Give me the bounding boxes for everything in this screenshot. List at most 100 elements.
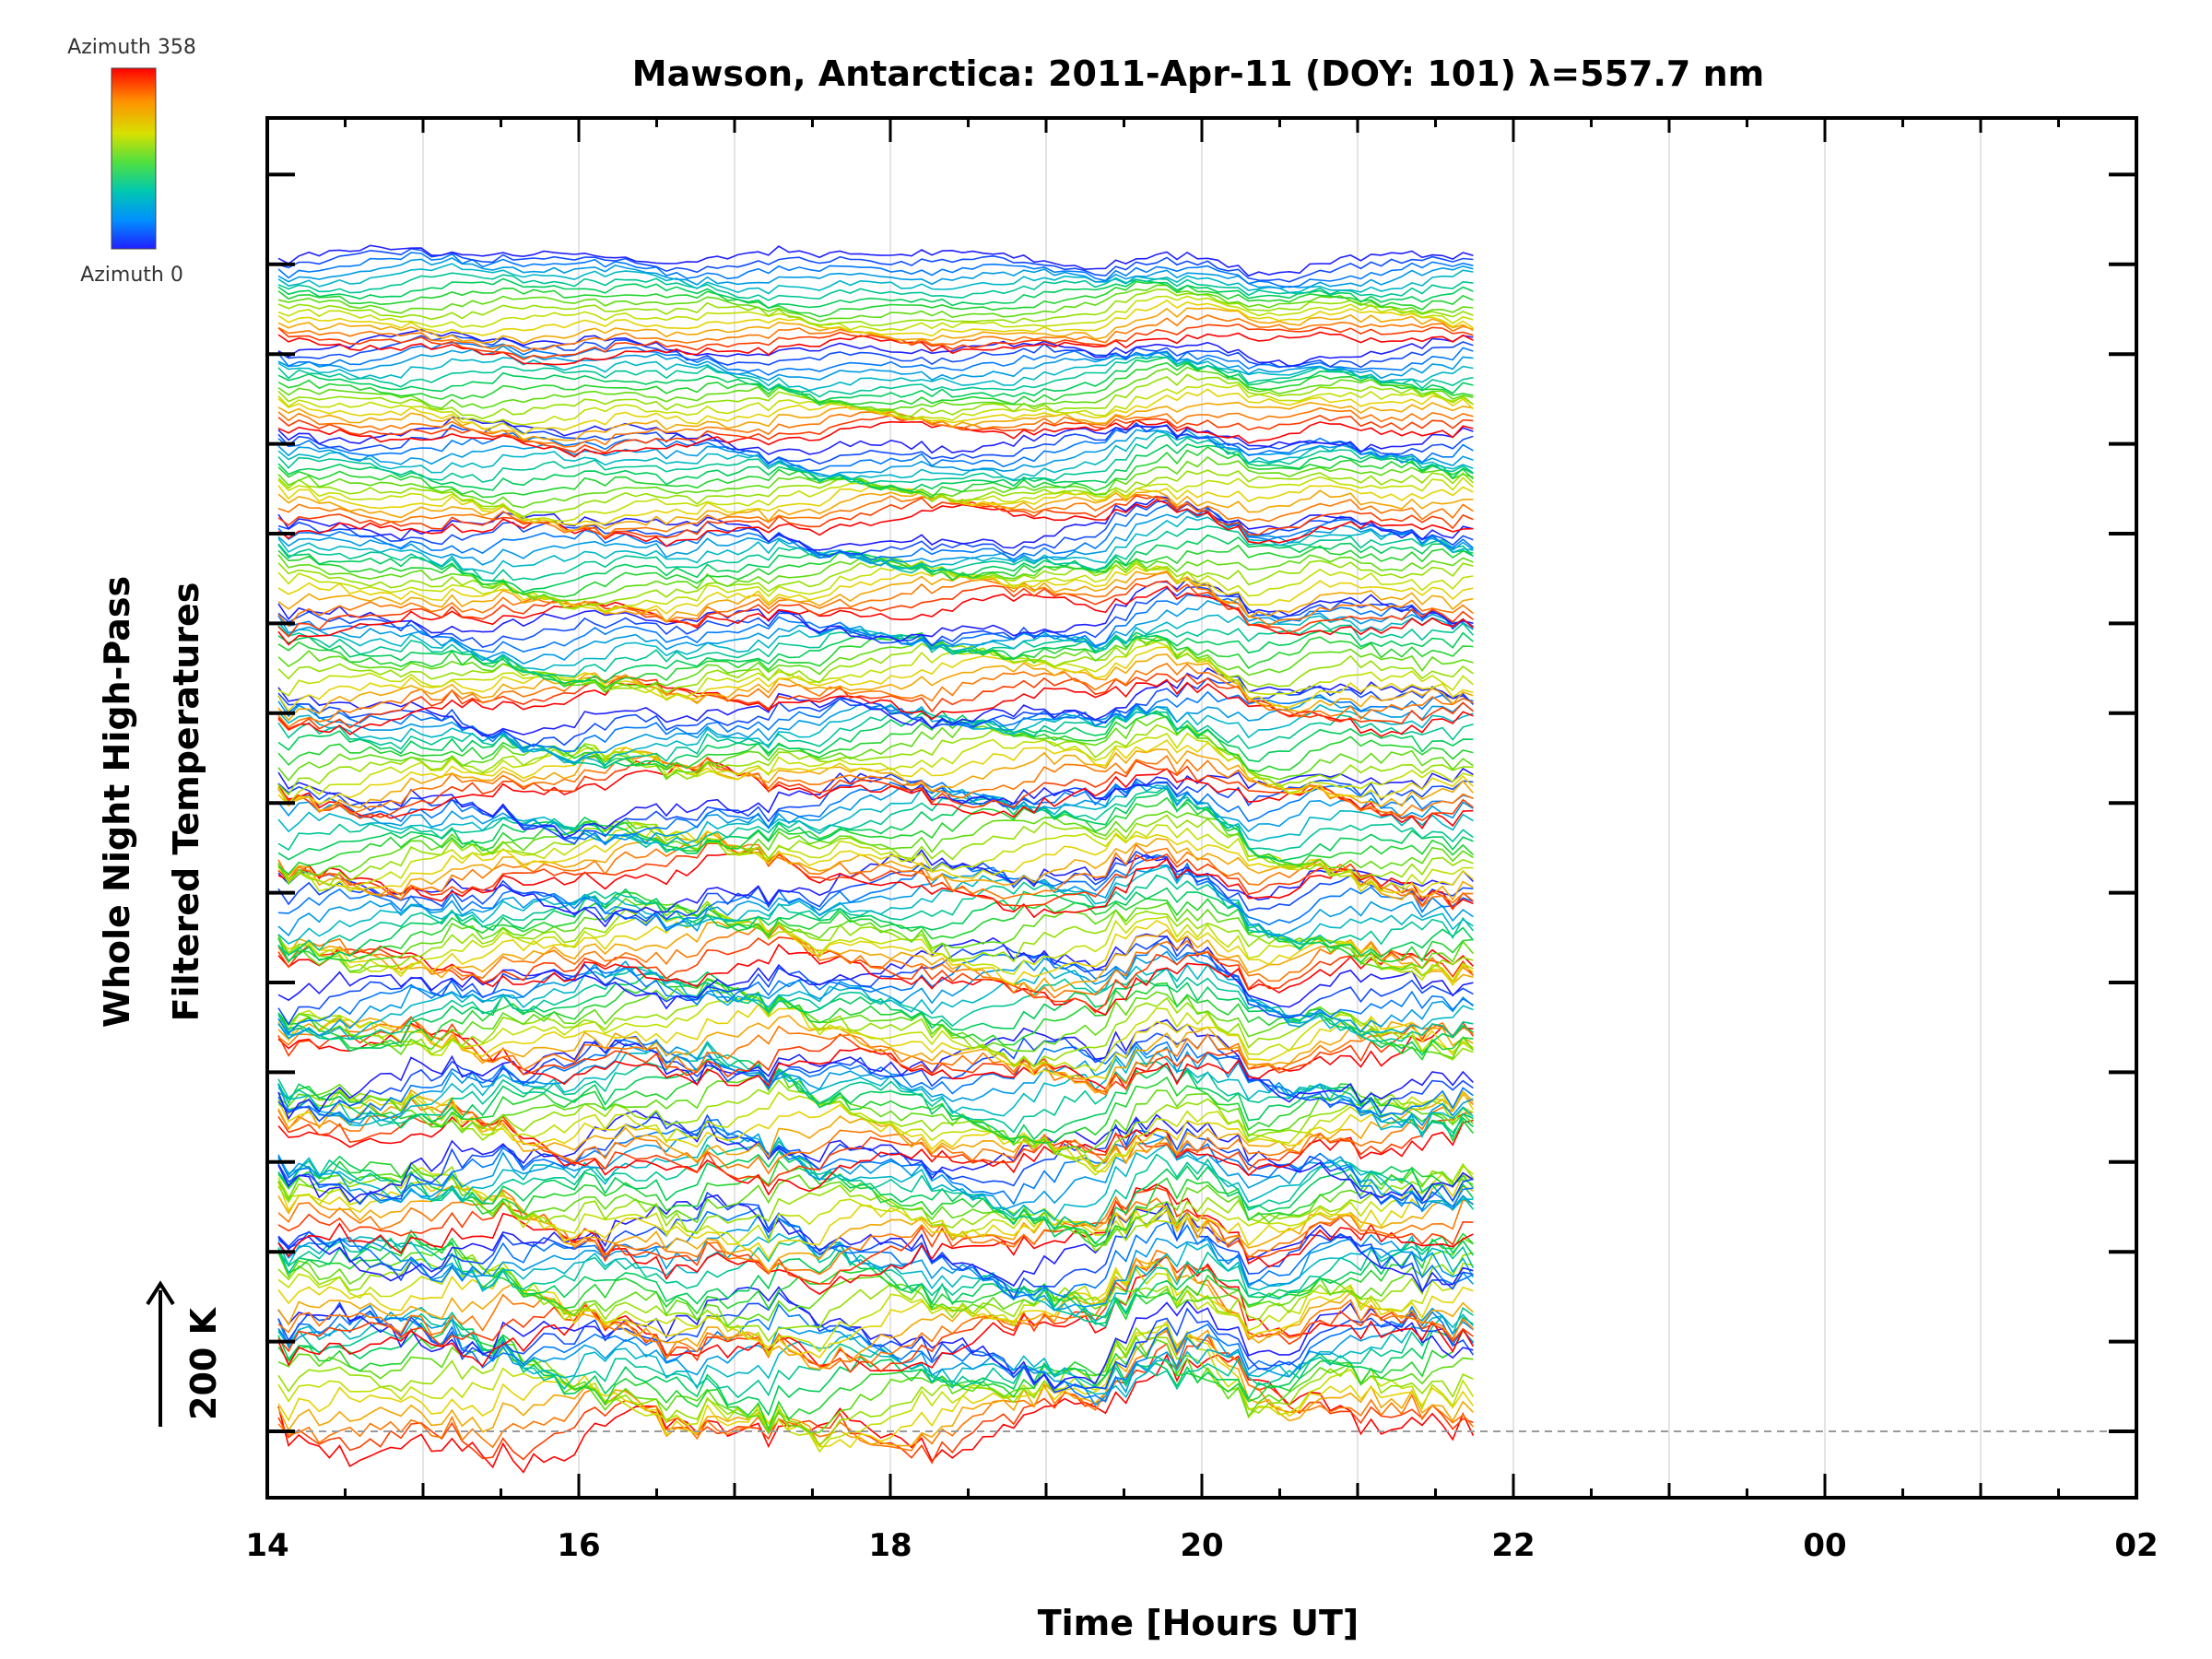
temperature-trace (277, 1324, 1475, 1453)
temperature-trace (277, 754, 1474, 817)
temperature-trace (277, 900, 1474, 977)
temperature-trace (277, 1150, 1475, 1245)
x-tick-label: 02 (2114, 1527, 2158, 1564)
temperature-trace (277, 853, 1474, 932)
temperature-trace (277, 356, 1474, 398)
temperature-trace (277, 864, 1474, 937)
temperature-trace (277, 710, 1474, 772)
temperature-trace (277, 503, 1474, 561)
temperature-trace (277, 509, 1474, 567)
temperature-trace (277, 1092, 1474, 1175)
temperature-trace (277, 559, 1474, 613)
temperature-trace (277, 842, 1474, 912)
temperature-trace (277, 784, 1474, 844)
temperature-trace (277, 1329, 1474, 1431)
temperature-trace (277, 1320, 1475, 1449)
temperature-trace (277, 495, 1474, 539)
temperature-trace (277, 1335, 1474, 1465)
temperature-trace (277, 1261, 1474, 1357)
temperature-trace (277, 677, 1474, 747)
temperature-trace (277, 784, 1474, 853)
temperature-trace (277, 430, 1474, 481)
temperature-trace (277, 773, 1474, 845)
temperature-trace (277, 1016, 1475, 1093)
temperature-trace (277, 534, 1474, 594)
temperature-trace (277, 1060, 1475, 1145)
temperature-trace (277, 715, 1474, 782)
temperature-trace (277, 887, 1475, 962)
scale-label: 200 K (183, 1306, 224, 1420)
temperature-trace (277, 921, 1474, 993)
x-tick-labels: 14 16 18 20 22 00 02 (245, 1527, 2158, 1564)
temperature-trace (277, 1140, 1475, 1231)
y-axis-label-line2: Filtered Temperatures (166, 582, 206, 1022)
temperature-trace (277, 1161, 1475, 1253)
temperature-trace (277, 469, 1474, 518)
temperature-trace (277, 1189, 1474, 1276)
temperature-trace (277, 1191, 1474, 1300)
temperature-trace (277, 787, 1474, 863)
temperature-trace (277, 936, 1475, 1014)
temperature-trace (277, 244, 1474, 277)
temperature-trace (277, 1032, 1474, 1123)
temperature-trace (277, 565, 1474, 615)
temperature-trace (277, 941, 1474, 1035)
temperature-trace (277, 935, 1474, 1026)
temperature-trace (277, 295, 1474, 332)
temperature-trace (277, 1116, 1474, 1196)
temperature-trace (277, 978, 1474, 1061)
temperature-trace (277, 814, 1474, 887)
temperature-trace (277, 1253, 1474, 1371)
temperature-trace (277, 1286, 1474, 1390)
colorbar-top-label: Azimuth 358 (67, 36, 196, 59)
temperature-trace (277, 851, 1474, 919)
x-tick-label: 18 (868, 1527, 912, 1564)
temperature-trace (277, 331, 1474, 366)
temperature-trace (277, 1316, 1474, 1417)
temperature-trace (277, 406, 1474, 448)
temperature-trace (277, 908, 1474, 982)
x-tick-label: 14 (245, 1527, 288, 1564)
temperature-trace (277, 424, 1474, 472)
temperature-trace (277, 493, 1474, 539)
temperature-trace (277, 1018, 1474, 1121)
temperature-trace (277, 361, 1474, 406)
temperature-trace (277, 1091, 1475, 1172)
temperature-trace (277, 323, 1474, 360)
temperature-trace (277, 257, 1474, 289)
temperature-trace (277, 1353, 1475, 1474)
temperature-trace (277, 824, 1474, 894)
temperature-trace (277, 1042, 1474, 1138)
temperature-trace (277, 571, 1474, 628)
temperature-trace (277, 966, 1474, 1042)
temperature-trace (277, 997, 1474, 1073)
temperature-trace (277, 388, 1474, 436)
temperature-trace (277, 401, 1474, 441)
temperature-trace (277, 1261, 1474, 1359)
y-axis-label-line1: Whole Night High-Pass (97, 576, 137, 1028)
temperature-trace (277, 373, 1474, 419)
temperature-trace (277, 1206, 1474, 1300)
temperature-trace (277, 382, 1474, 426)
temperature-trace (277, 1165, 1474, 1245)
temperature-trace (277, 943, 1474, 1016)
temperature-trace (277, 433, 1474, 485)
temperature-trace (277, 366, 1474, 412)
axis-ticks (265, 118, 2138, 1498)
temperature-trace (277, 977, 1475, 1059)
temperature-trace (277, 429, 1474, 477)
temperature-trace (277, 577, 1474, 642)
temperature-trace (277, 1078, 1474, 1171)
temperature-trace (277, 455, 1474, 509)
temperature-trace (277, 280, 1474, 318)
temperature-trace (277, 1058, 1474, 1144)
temperature-trace (277, 830, 1474, 908)
temperature-trace (277, 356, 1474, 404)
temperature-traces (277, 244, 1475, 1474)
temperature-trace (277, 832, 1474, 901)
x-tick-label: 16 (557, 1527, 600, 1564)
temperature-trace (277, 1067, 1474, 1154)
scale-arrow-head (146, 1280, 175, 1306)
temperature-trace (277, 739, 1474, 806)
